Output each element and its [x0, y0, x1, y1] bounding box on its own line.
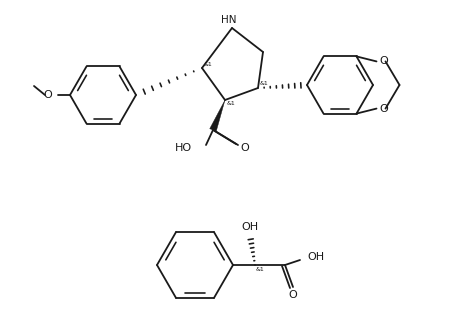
Text: &1: &1 [256, 267, 265, 272]
Text: O: O [43, 90, 52, 100]
Text: HO: HO [175, 143, 192, 153]
Text: &1: &1 [204, 62, 213, 67]
Text: O: O [288, 290, 297, 300]
Polygon shape [210, 100, 225, 131]
Text: HN: HN [221, 15, 237, 25]
Text: O: O [380, 57, 388, 67]
Text: OH: OH [241, 222, 258, 232]
Text: OH: OH [307, 252, 324, 262]
Text: O: O [380, 104, 388, 114]
Text: &1: &1 [227, 101, 236, 106]
Text: O: O [240, 143, 249, 153]
Text: &1: &1 [260, 81, 269, 86]
